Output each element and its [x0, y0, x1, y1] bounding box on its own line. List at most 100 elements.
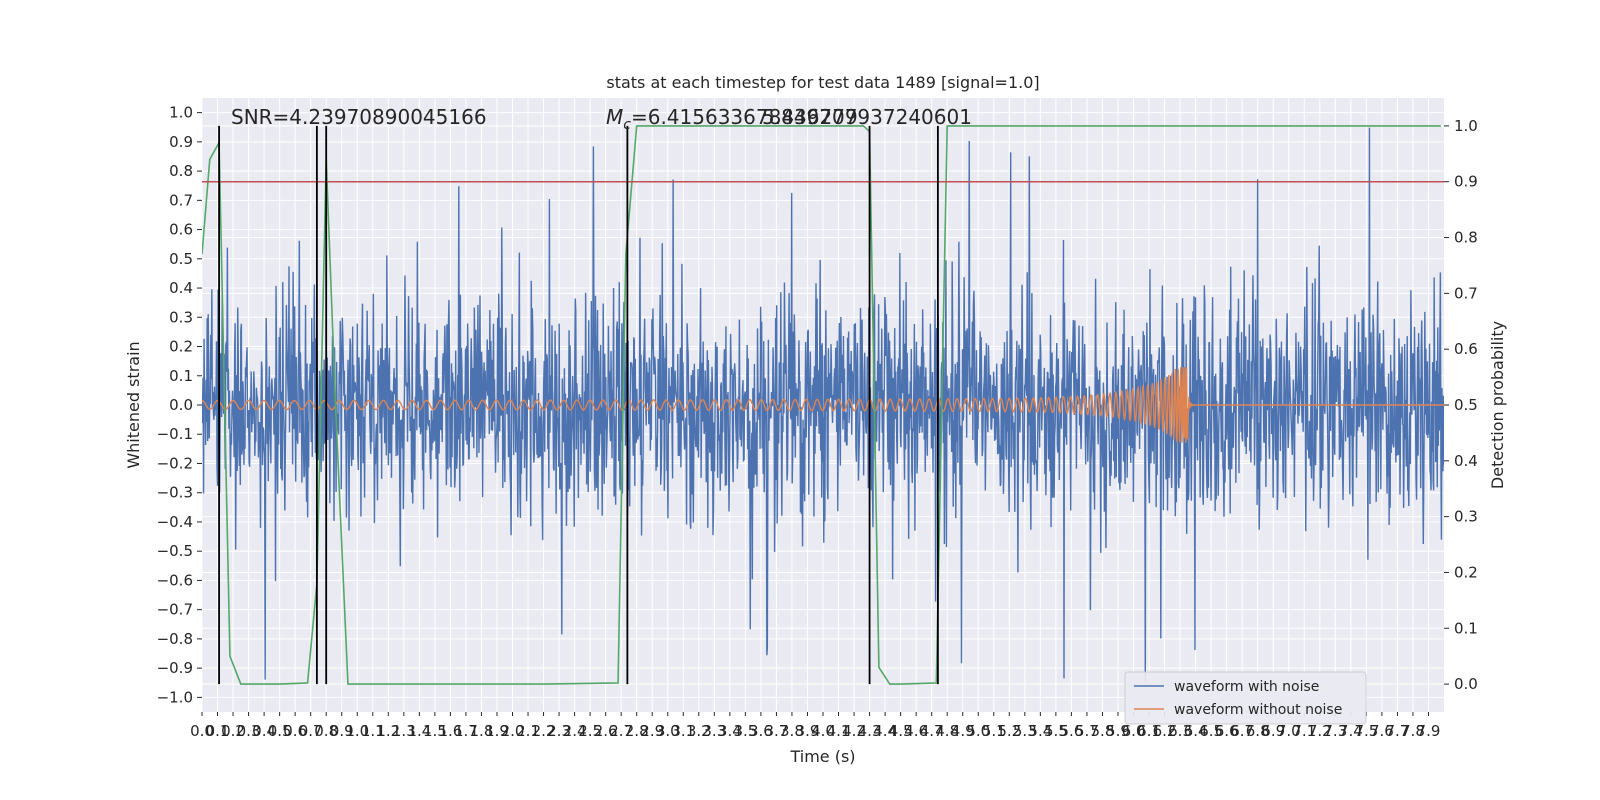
x-tick-label: 3.2 [687, 722, 711, 740]
x-tick-label: 0.6 [283, 722, 307, 740]
x-tick-label: 2.7 [609, 722, 633, 740]
x-tick-label: 0.7 [299, 722, 323, 740]
x-tick-label: 4.9 [951, 722, 975, 740]
y-tick-label: 0.0 [169, 396, 193, 414]
noise-waveform-line [202, 127, 1444, 682]
y-right-tick-label: 0.6 [1454, 340, 1478, 358]
x-tick-label: 7.1 [1292, 722, 1316, 740]
y-tick-label: 0.8 [169, 162, 193, 180]
y-tick-label: −0.2 [157, 454, 193, 472]
x-axis-label: Time (s) [789, 747, 855, 766]
x-tick-label: 7.3 [1323, 722, 1347, 740]
x-tick-label: 3.4 [718, 722, 742, 740]
y-tick-label: 0.2 [169, 338, 193, 356]
y-tick-label: −0.3 [157, 484, 193, 502]
y-tick-label: 0.5 [169, 250, 193, 268]
x-tick-label: 1.3 [392, 722, 416, 740]
x-tick-label: 6.5 [1199, 722, 1223, 740]
x-tick-label: 5.6 [1059, 722, 1083, 740]
x-tick-label: 6.0 [1122, 722, 1146, 740]
x-tick-label: 7.5 [1354, 722, 1378, 740]
x-tick-label: 4.4 [873, 722, 897, 740]
x-tick-label: 7.9 [1417, 722, 1441, 740]
x-tick-label: 2.2 [532, 722, 556, 740]
annotations: SNR=4.23970890045166 Mc=6.41563367843627… [231, 105, 972, 133]
y-tick-label: −0.5 [157, 542, 193, 560]
x-tick-label: 6.9 [1261, 722, 1285, 740]
x-tick-label: 2.3 [547, 722, 571, 740]
x-tick-label: 4.6 [904, 722, 928, 740]
x-tick-label: 0.5 [268, 722, 292, 740]
y-right-tick-label: 0.0 [1454, 675, 1478, 693]
clean-waveform-line [202, 366, 1444, 443]
x-tick-label: 1.4 [407, 722, 431, 740]
x-tick-label: 0.4 [252, 722, 276, 740]
y-axis-label: Whitened strain [124, 341, 143, 468]
x-tick-label: 4.8 [935, 722, 959, 740]
series-waveform-without-noise [202, 366, 1444, 443]
x-tick-label: 2.4 [563, 722, 587, 740]
x-tick-label: 5.5 [1044, 722, 1068, 740]
x-tick-label: 1.5 [423, 722, 447, 740]
y-tick-label: −1.0 [157, 688, 193, 706]
x-tick-label: 5.9 [1106, 722, 1130, 740]
x-tick-label: 0.2 [221, 722, 245, 740]
y-tick-label: 0.4 [169, 279, 193, 297]
x-tick-label: 3.8 [780, 722, 804, 740]
x-tick-label: 6.2 [1153, 722, 1177, 740]
x-tick-label: 2.0 [501, 722, 525, 740]
y-tick-label: 0.1 [169, 367, 193, 385]
x-tick-label: 7.0 [1277, 722, 1301, 740]
y-tick-label: −0.8 [157, 630, 193, 648]
y-right-tick-label: 0.9 [1454, 173, 1478, 191]
y-tick-label: −0.7 [157, 601, 193, 619]
x-tick-label: 0.3 [237, 722, 261, 740]
x-tick-label: 6.1 [1137, 722, 1161, 740]
x-tick-label: 1.0 [345, 722, 369, 740]
chirp-mass-annotation: Mc=6.415633678436279 [606, 105, 858, 133]
x-tick-label: 6.7 [1230, 722, 1254, 740]
y-right-tick-label: 0.5 [1454, 396, 1478, 414]
x-tick-label: 7.8 [1401, 722, 1425, 740]
y-axis-right-ticks: 0.0 0.1 0.2 0.3 0.4 0.5 0.6 0.7 0.8 0.9 1.0 [1444, 117, 1478, 693]
x-tick-label: 3.5 [733, 722, 757, 740]
chirp-mass-value: =6.415633678436279 [631, 105, 858, 129]
y-tick-label: 0.7 [169, 191, 193, 209]
x-tick-label: 5.0 [966, 722, 990, 740]
y-tick-label: −0.4 [157, 513, 193, 531]
x-tick-label: 7.2 [1308, 722, 1332, 740]
legend-box [1124, 671, 1367, 725]
y-right-tick-label: 0.8 [1454, 229, 1478, 247]
x-tick-label: 1.8 [470, 722, 494, 740]
x-tick-label: 7.6 [1370, 722, 1394, 740]
y-tick-label: 1.0 [169, 104, 193, 122]
snr-annotation: SNR=4.23970890045166 [231, 105, 487, 129]
y-tick-label: 0.3 [169, 308, 193, 326]
y-tick-label: 0.6 [169, 221, 193, 239]
x-tick-label: 1.7 [454, 722, 478, 740]
y-tick-label: 0.9 [169, 133, 193, 151]
x-tick-label: 5.2 [997, 722, 1021, 740]
x-tick-label: 4.7 [920, 722, 944, 740]
x-tick-label: 5.7 [1075, 722, 1099, 740]
series-probability [202, 125, 1441, 685]
x-tick-label: 1.1 [361, 722, 385, 740]
y-axis-ticks: −1.0 −0.9 −0.8 −0.7 −0.6 −0.5 −0.4 −0.3 −0.2 −0.1… [157, 104, 202, 706]
x-tick-label: 2.5 [578, 722, 602, 740]
x-tick-label: 5.4 [1028, 722, 1052, 740]
overlap-annotation: 5.849707937240601 [762, 105, 972, 129]
y-tick-label: −0.6 [157, 571, 193, 589]
x-tick-label: 1.2 [376, 722, 400, 740]
chart-title: stats at each timestep for test data 148… [606, 73, 1039, 92]
x-tick-label: 6.8 [1246, 722, 1270, 740]
x-tick-label: 1.9 [485, 722, 509, 740]
x-tick-label: 3.3 [702, 722, 726, 740]
x-tick-label: 1.6 [438, 722, 462, 740]
x-tick-label: 3.6 [749, 722, 773, 740]
legend: waveform with noise waveform without noi… [1124, 671, 1367, 725]
x-tick-label: 4.5 [889, 722, 913, 740]
x-tick-label: 0.8 [314, 722, 338, 740]
x-tick-label: 4.3 [858, 722, 882, 740]
y-tick-label: −0.9 [157, 659, 193, 677]
